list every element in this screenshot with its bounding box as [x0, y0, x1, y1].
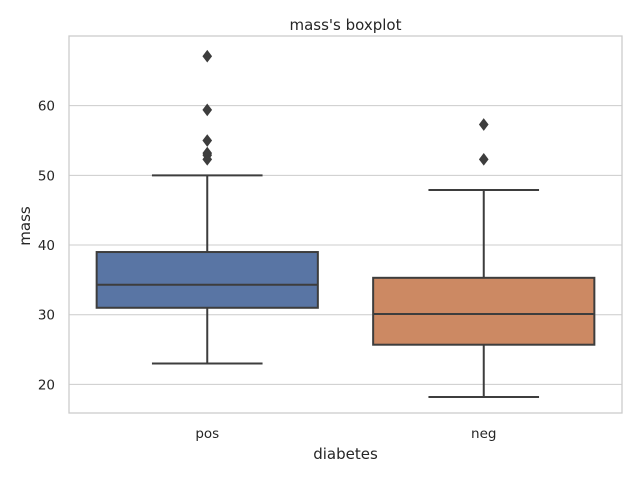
y-tick-label: 60: [38, 99, 55, 115]
iqr-box: [95, 251, 319, 309]
plot-frame: [68, 35, 623, 414]
outlier-point: [202, 134, 213, 147]
x-tick-label: neg: [471, 426, 496, 442]
x-tick-label: pos: [195, 426, 219, 442]
x-tick-labels: pos neg: [195, 426, 496, 442]
y-tick-labels: 20 30 40 50 60: [38, 99, 55, 394]
outlier-point: [478, 153, 489, 166]
outlier-point: [202, 103, 213, 117]
iqr-box: [372, 276, 596, 346]
y-tick-label: 20: [38, 377, 55, 393]
outlier-point: [478, 118, 489, 131]
box-neg: [372, 118, 596, 398]
box-pos: [95, 49, 319, 365]
y-tick-label: 30: [38, 308, 55, 324]
y-axis-label: mass: [16, 206, 34, 246]
x-axis-label: diabetes: [313, 445, 378, 463]
outlier-point: [202, 49, 213, 63]
chart-title: mass's boxplot: [289, 16, 401, 34]
y-tick-label: 40: [38, 238, 55, 254]
outlier-point: [202, 153, 213, 166]
y-tick-label: 50: [38, 168, 55, 184]
boxes: [95, 49, 596, 398]
